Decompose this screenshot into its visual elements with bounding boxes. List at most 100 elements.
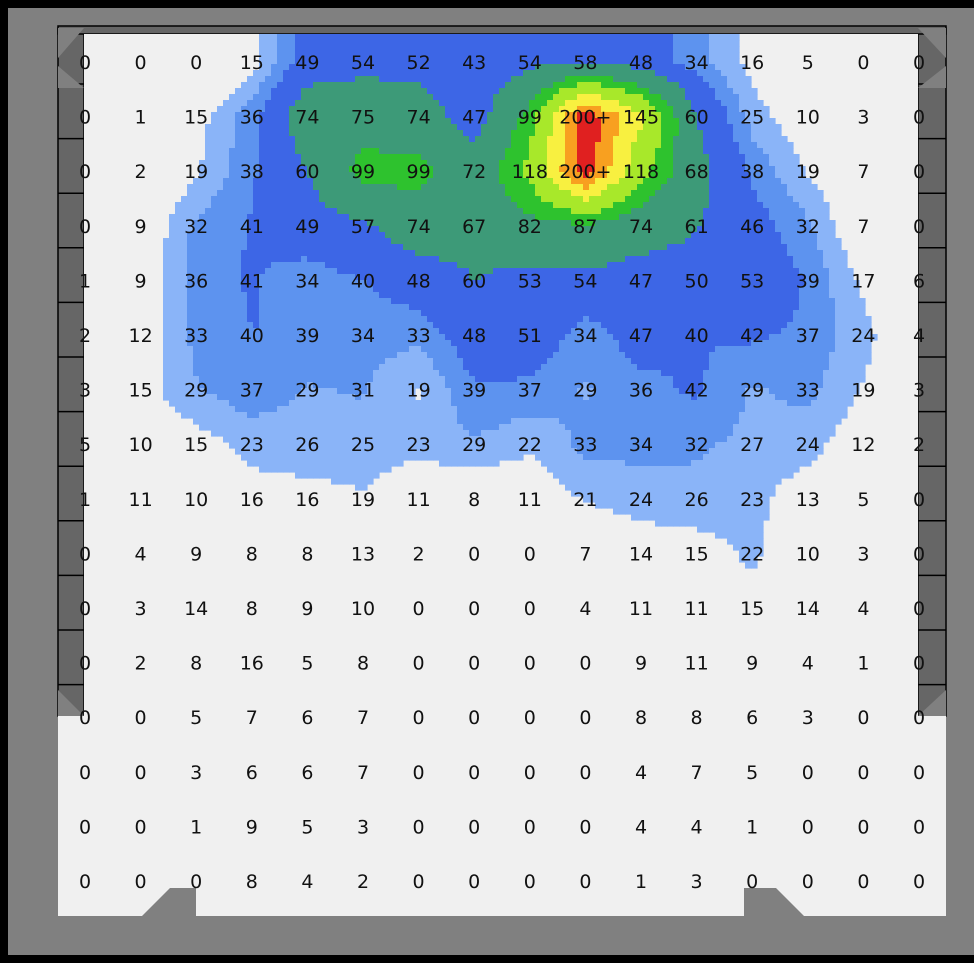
heat-cell bbox=[643, 262, 650, 269]
heat-cell bbox=[661, 148, 668, 155]
heat-cell bbox=[655, 196, 662, 203]
heat-cell bbox=[475, 232, 482, 239]
heat-cell bbox=[583, 316, 590, 323]
heat-cell bbox=[589, 106, 596, 113]
heat-cell bbox=[361, 154, 368, 161]
heat-cell bbox=[355, 232, 362, 239]
heat-cell bbox=[235, 256, 242, 263]
heat-cell bbox=[457, 58, 464, 65]
heat-cell bbox=[517, 94, 524, 101]
heat-cell bbox=[277, 136, 284, 143]
heat-cell bbox=[343, 52, 350, 59]
heat-cell bbox=[673, 256, 680, 263]
heat-cell bbox=[451, 232, 458, 239]
heat-cell bbox=[841, 262, 848, 269]
heat-cell bbox=[601, 82, 608, 89]
heat-cell bbox=[217, 154, 224, 161]
heat-cell bbox=[403, 262, 410, 269]
heat-cell bbox=[505, 58, 512, 65]
heat-cell bbox=[409, 298, 416, 305]
heat-cell bbox=[547, 124, 554, 131]
heat-cell bbox=[619, 238, 626, 245]
heat-cell bbox=[457, 130, 464, 137]
heat-cell bbox=[751, 106, 758, 113]
heat-cell bbox=[349, 316, 356, 323]
heat-cell bbox=[235, 136, 242, 143]
heat-cell bbox=[613, 238, 620, 245]
heat-cell bbox=[451, 310, 458, 317]
heat-cell bbox=[817, 262, 824, 269]
heat-cell bbox=[721, 322, 728, 329]
heat-cell bbox=[385, 298, 392, 305]
heat-cell bbox=[805, 244, 812, 251]
heat-cell bbox=[619, 94, 626, 101]
heat-cell bbox=[565, 196, 572, 203]
heat-cell bbox=[319, 52, 326, 59]
heat-cell bbox=[679, 34, 686, 41]
heat-cell bbox=[427, 124, 434, 131]
heat-cell bbox=[307, 304, 314, 311]
heat-cell bbox=[547, 148, 554, 155]
heat-cell bbox=[739, 232, 746, 239]
heat-cell bbox=[211, 178, 218, 185]
heat-cell bbox=[265, 52, 272, 59]
heat-cell bbox=[835, 280, 842, 287]
heat-cell bbox=[241, 250, 248, 257]
heat-cell bbox=[421, 262, 428, 269]
heat-cell bbox=[769, 310, 776, 317]
heat-cell bbox=[259, 172, 266, 179]
heat-cell bbox=[697, 322, 704, 329]
heat-cell bbox=[511, 112, 518, 119]
heat-cell bbox=[577, 76, 584, 83]
heat-cell bbox=[457, 178, 464, 185]
heat-cell bbox=[403, 208, 410, 215]
heat-cell bbox=[409, 262, 416, 269]
heat-cell bbox=[607, 82, 614, 89]
heat-cell bbox=[769, 238, 776, 245]
heat-cell bbox=[277, 238, 284, 245]
heat-cell bbox=[241, 124, 248, 131]
heat-cell bbox=[691, 262, 698, 269]
heat-cell bbox=[175, 328, 182, 335]
heat-cell bbox=[283, 52, 290, 59]
heat-cell bbox=[637, 130, 644, 137]
heat-cell bbox=[241, 256, 248, 263]
heat-cell bbox=[355, 214, 362, 221]
heat-cell bbox=[817, 190, 824, 197]
heat-cell bbox=[613, 304, 620, 311]
heat-cell bbox=[685, 292, 692, 299]
heat-cell bbox=[199, 304, 206, 311]
heat-cell bbox=[475, 112, 482, 119]
heat-cell bbox=[595, 274, 602, 281]
heat-cell bbox=[445, 310, 452, 317]
heat-cell bbox=[793, 190, 800, 197]
heat-cell bbox=[289, 184, 296, 191]
heat-cell bbox=[697, 250, 704, 257]
heat-cell bbox=[391, 292, 398, 299]
heat-cell bbox=[703, 166, 710, 173]
heat-cell bbox=[265, 172, 272, 179]
heat-cell bbox=[427, 154, 434, 161]
heat-cell bbox=[475, 184, 482, 191]
heat-cell bbox=[655, 220, 662, 227]
heat-cell bbox=[697, 76, 704, 83]
heat-cell bbox=[391, 280, 398, 287]
heat-cell bbox=[715, 136, 722, 143]
heat-cell bbox=[331, 148, 338, 155]
heat-cell bbox=[637, 238, 644, 245]
heat-cell bbox=[367, 196, 374, 203]
heat-cell bbox=[223, 310, 230, 317]
heat-cell bbox=[535, 94, 542, 101]
heat-cell bbox=[337, 34, 344, 41]
heat-cell bbox=[739, 250, 746, 257]
heat-cell bbox=[721, 112, 728, 119]
heat-cell bbox=[223, 316, 230, 323]
heat-cell bbox=[505, 208, 512, 215]
heat-cell bbox=[343, 118, 350, 125]
heat-cell bbox=[781, 178, 788, 185]
heat-cell bbox=[295, 220, 302, 227]
heat-cell bbox=[355, 88, 362, 95]
heat-cell bbox=[349, 46, 356, 53]
heat-cell bbox=[325, 88, 332, 95]
heat-cell bbox=[649, 280, 656, 287]
